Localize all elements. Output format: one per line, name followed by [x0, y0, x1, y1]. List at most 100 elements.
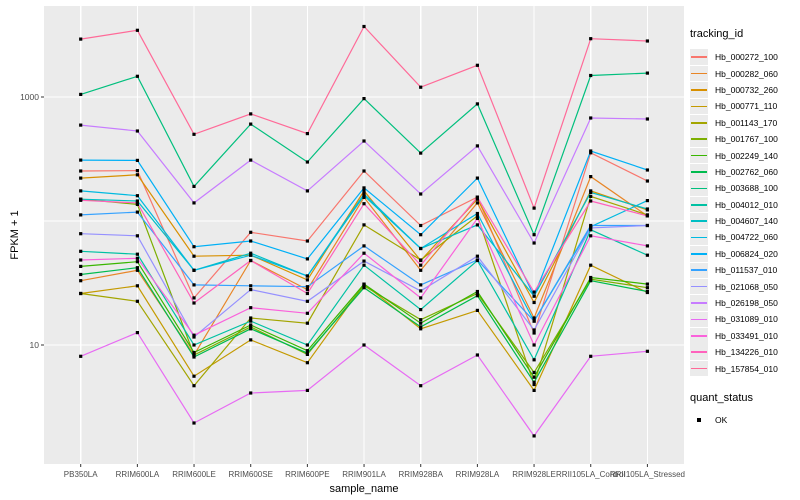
- series-color-swatch: [691, 285, 707, 288]
- data-point: [589, 194, 593, 198]
- legend-item: Hb_001767_100: [690, 131, 800, 147]
- legend-item-label: Hb_033491_010: [715, 330, 778, 341]
- data-point: [79, 213, 83, 217]
- legend-item-quant-ok: OK: [690, 412, 800, 428]
- data-point: [192, 184, 196, 188]
- data-point: [532, 434, 536, 438]
- black-square-marker-icon: [690, 412, 708, 428]
- legend-item: Hb_000732_260: [690, 82, 800, 98]
- data-point: [362, 192, 366, 196]
- data-point: [589, 199, 593, 203]
- data-point: [192, 374, 196, 378]
- square-point-icon: [697, 418, 701, 422]
- legend-key-line-icon: [690, 344, 708, 360]
- legend-item: Hb_003688_100: [690, 180, 800, 197]
- data-point: [249, 327, 253, 331]
- legend-item: Hb_002762_060: [690, 164, 800, 180]
- legend-key-line-icon: [690, 278, 708, 295]
- legend-item: Hb_033491_010: [690, 328, 800, 344]
- data-point: [645, 289, 649, 294]
- y-tick-label: 1000: [20, 92, 39, 102]
- data-point: [475, 294, 479, 298]
- data-point: [362, 286, 366, 290]
- data-point: [249, 253, 253, 257]
- data-point: [419, 233, 423, 237]
- data-point: [305, 361, 309, 365]
- data-point: [589, 263, 593, 267]
- series-color-swatch: [691, 253, 707, 255]
- data-point: [305, 291, 309, 296]
- legend-item: Hb_000282_060: [690, 65, 800, 82]
- legend-item-label: Hb_000732_260: [715, 84, 778, 95]
- data-point: [475, 258, 479, 262]
- data-point: [79, 272, 83, 277]
- data-point: [192, 335, 196, 339]
- x-tick-label: RRIM600SE: [228, 470, 272, 479]
- data-point: [249, 251, 253, 255]
- x-tick-label: RRII105LA_Control: [556, 470, 626, 479]
- series-color-swatch: [691, 367, 707, 370]
- x-tick-label: RRIM928LA: [456, 470, 500, 479]
- data-point: [79, 232, 83, 236]
- data-point: [589, 354, 593, 358]
- legend-item: Hb_000771_110: [690, 98, 800, 115]
- data-point: [362, 282, 366, 286]
- data-point: [589, 73, 593, 78]
- data-point: [532, 382, 536, 387]
- data-point: [645, 179, 649, 183]
- data-point: [192, 421, 196, 425]
- data-point: [419, 321, 423, 325]
- data-point: [305, 311, 309, 315]
- data-point: [589, 226, 593, 230]
- series-color-swatch: [691, 351, 707, 354]
- data-point: [192, 201, 196, 205]
- data-point: [79, 176, 83, 180]
- data-point: [305, 132, 309, 136]
- legend-item-label: Hb_021068_050: [715, 281, 778, 292]
- data-point: [419, 325, 423, 329]
- data-point: [249, 158, 253, 162]
- data-point: [532, 319, 536, 323]
- legend-item-label: Hb_157854_010: [715, 363, 778, 374]
- data-point: [192, 132, 196, 136]
- legend-title-tracking-id: tracking_id: [690, 28, 744, 40]
- legend-item-label: Hb_003688_100: [715, 183, 778, 194]
- data-point: [475, 176, 479, 180]
- data-point: [589, 223, 593, 228]
- data-point: [192, 355, 196, 359]
- data-point: [419, 384, 423, 388]
- data-point: [362, 251, 366, 255]
- legend-item: Hb_006824_020: [690, 246, 800, 262]
- data-point: [135, 74, 139, 78]
- legend-item-label: Hb_004607_140: [715, 216, 778, 227]
- x-tick-label: RRIM928BA: [398, 470, 443, 479]
- data-point: [589, 37, 593, 41]
- data-point: [249, 284, 253, 288]
- data-point: [589, 175, 593, 179]
- legend-item-label: OK: [715, 415, 728, 425]
- series-color-swatch: [691, 154, 707, 157]
- data-point: [249, 323, 253, 327]
- x-tick-label: RRIM600PE: [285, 470, 329, 479]
- legend-key-line-icon: [690, 229, 708, 246]
- data-point: [532, 375, 536, 379]
- data-point: [192, 268, 196, 272]
- data-point: [645, 168, 649, 172]
- series-color-swatch: [691, 302, 707, 304]
- data-point: [589, 149, 593, 153]
- data-point: [419, 246, 423, 251]
- data-point: [645, 253, 649, 257]
- data-point: [419, 85, 423, 89]
- data-point: [362, 189, 366, 193]
- data-point: [362, 343, 366, 347]
- data-point: [475, 214, 479, 218]
- data-point: [135, 234, 139, 238]
- series-color-swatch: [691, 236, 707, 239]
- data-point: [645, 349, 649, 353]
- series-color-swatch: [691, 138, 707, 140]
- data-point: [192, 350, 196, 355]
- data-point: [532, 206, 536, 210]
- data-point: [79, 258, 83, 262]
- x-tick-label: RRIM928LE: [512, 470, 556, 479]
- data-point: [192, 301, 196, 305]
